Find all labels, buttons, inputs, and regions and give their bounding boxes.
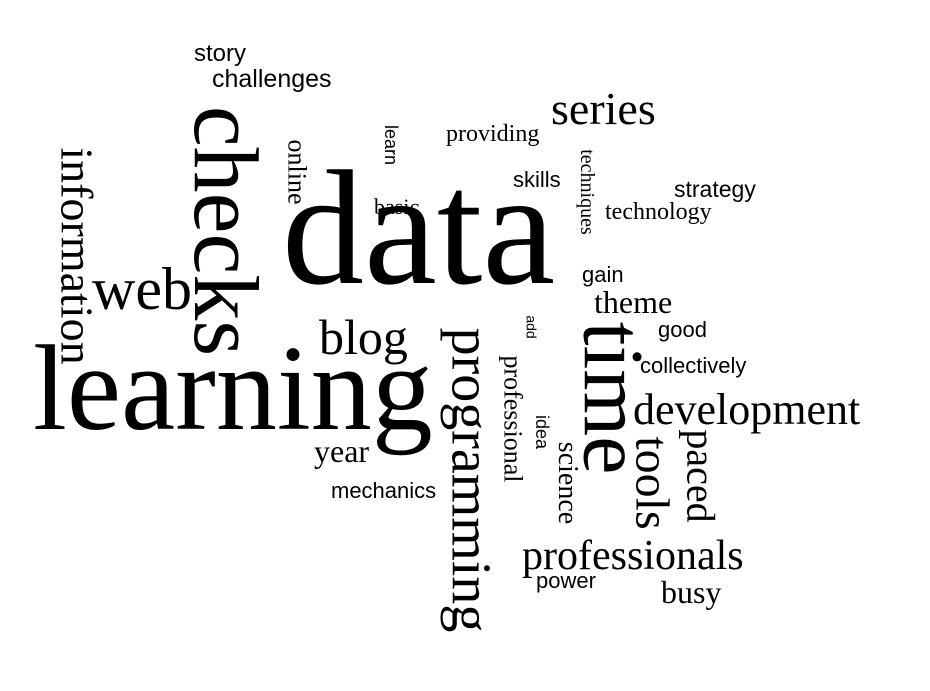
word-learning: learning (33, 321, 433, 456)
word-information: information (51, 147, 103, 365)
word-web: web (92, 256, 192, 322)
word-paced: paced (678, 429, 724, 523)
word-good: good (658, 317, 707, 342)
word-mechanics: mechanics (331, 478, 437, 503)
word-collectively: collectively (640, 353, 747, 378)
word-programming: programming (438, 327, 501, 633)
word-professionals: professionals (522, 533, 744, 579)
word-data: data (282, 138, 556, 319)
word-professional: professional (498, 355, 528, 483)
word-science: science (552, 441, 584, 525)
word-checks: checks (175, 105, 278, 357)
word-blog: blog (319, 309, 408, 365)
word-story: story (194, 40, 247, 67)
word-gain: gain (582, 262, 624, 287)
word-year: year (314, 433, 370, 469)
word-add: add (523, 315, 540, 339)
word-techniques: techniques (575, 149, 598, 235)
word-idea: idea (532, 414, 553, 450)
word-learn: learn (381, 124, 402, 166)
word-technology: technology (605, 199, 712, 225)
word-providing: providing (446, 121, 540, 147)
word-development: development (633, 385, 861, 434)
word-challenges: challenges (212, 65, 332, 93)
word-skills: skills (513, 167, 561, 192)
word-basic: basic (374, 194, 420, 219)
word-series: series (551, 83, 656, 134)
word-theme: theme (594, 284, 673, 320)
word-power: power (536, 568, 596, 593)
word-online: online (282, 139, 311, 205)
word-strategy: strategy (674, 176, 756, 202)
word-busy: busy (661, 574, 722, 610)
word-tools: tools (625, 436, 679, 530)
